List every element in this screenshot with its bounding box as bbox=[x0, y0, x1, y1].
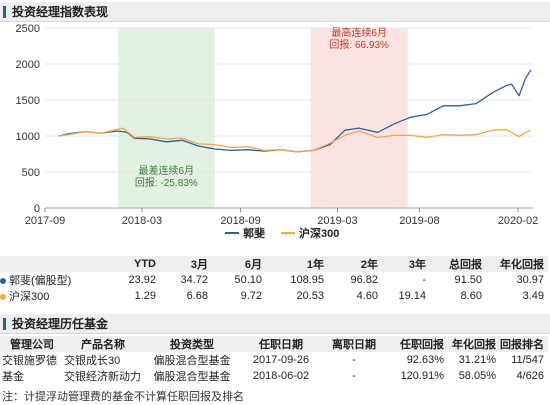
perf-row-name: 郭斐(偏股型) bbox=[9, 275, 72, 287]
fund-header: 年化回报 bbox=[444, 336, 496, 352]
y-tick-label: 1000 bbox=[16, 131, 40, 143]
section-title-text: 投资经理历任基金 bbox=[12, 317, 109, 331]
perf-header-row: YTD 3月 6月 1年 2年 3年 总回报 年化回报 bbox=[0, 256, 548, 272]
fund-history-table: 管理公司 产品名称 投资类型 任职日期 离职日期 任职回报 年化回报 回报排名 … bbox=[0, 336, 548, 384]
x-axis-ticks: 2017-09 2018-03 2018-09 2019-03 2019-08 2020-… bbox=[25, 208, 538, 227]
fund-header-row: 管理公司 产品名称 投资类型 任职日期 离职日期 任职回报 年化回报 回报排名 bbox=[0, 336, 548, 352]
x-tick-label: 2019-08 bbox=[399, 215, 439, 227]
y-tick-label: 0 bbox=[34, 203, 40, 215]
perf-cell: 4.60 bbox=[356, 290, 378, 302]
perf-cell: 6.68 bbox=[186, 290, 208, 302]
fund-name[interactable]: 交银成长30 bbox=[64, 355, 121, 367]
region-label-value: 回报: -25.83% bbox=[135, 176, 198, 189]
perf-cell: 19.14 bbox=[398, 290, 426, 302]
legend-label: 沪深300 bbox=[299, 226, 339, 240]
fund-header: 回报排名 bbox=[496, 336, 548, 352]
shaded-region bbox=[117, 28, 215, 208]
fund-name[interactable]: 交银经济新动力 bbox=[64, 371, 141, 383]
fund-header: 任职日期 bbox=[242, 336, 320, 352]
region-label-value: 回报: 66.93% bbox=[329, 38, 389, 51]
perf-cell: 3.49 bbox=[522, 290, 544, 302]
section-title-fund-history: 投资经理历任基金 bbox=[0, 314, 550, 334]
footnote: 注：计提浮动管理费的基金不计算任职回报及排名 bbox=[2, 391, 244, 403]
chart-legend: 郭斐 沪深300 bbox=[225, 226, 339, 240]
perf-cell: 8.60 bbox=[460, 290, 482, 302]
y-tick-label: 1500 bbox=[16, 95, 40, 107]
company-cell-line2: 基金 bbox=[2, 371, 24, 383]
perf-header: 总回报 bbox=[426, 256, 482, 272]
x-tick-label: 2018-09 bbox=[220, 215, 260, 227]
perf-cell: - bbox=[422, 274, 426, 286]
series-lines bbox=[58, 69, 532, 153]
section-title-performance: 投资经理指数表现 bbox=[0, 2, 550, 22]
perf-row-name: 沪深300 bbox=[9, 291, 50, 303]
region-label-title: 最高连续6月 bbox=[331, 26, 387, 39]
fund-header: 产品名称 bbox=[64, 336, 142, 352]
perf-header: 1年 bbox=[262, 256, 324, 272]
perf-cell: 96.82 bbox=[350, 274, 378, 286]
region-label-title: 最差连续6月 bbox=[139, 164, 195, 177]
section-title-text: 投资经理指数表现 bbox=[12, 5, 109, 19]
perf-cell: 91.50 bbox=[454, 274, 482, 286]
x-tick-label: 2019-03 bbox=[317, 215, 357, 227]
perf-header: 年化回报 bbox=[482, 256, 548, 272]
perf-cell: 9.72 bbox=[240, 290, 262, 302]
y-axis-ticks: 0 500 1000 1500 2000 2500 bbox=[16, 23, 40, 215]
fund-rank: 4/626 bbox=[516, 370, 544, 382]
series-marker-icon bbox=[0, 294, 6, 301]
fund-type: 偏股混合型基金 bbox=[153, 355, 231, 367]
fund-start-date: 2018-06-02 bbox=[252, 370, 310, 382]
fund-row: 基金 交银经济新动力 偏股混合型基金 2018-06-02 - 120.91% … bbox=[0, 368, 548, 384]
x-tick-label: 2018-03 bbox=[122, 215, 162, 227]
perf-header: YTD bbox=[86, 256, 156, 272]
y-tick-label: 2000 bbox=[16, 59, 40, 71]
grid-lines bbox=[45, 27, 533, 209]
perf-row-benchmark: 沪深300 1.29 6.68 9.72 20.53 4.60 19.14 8.… bbox=[0, 288, 548, 304]
perf-cell: 23.92 bbox=[128, 274, 156, 286]
section-marker bbox=[3, 6, 6, 18]
perf-cell: 34.72 bbox=[180, 274, 208, 286]
fund-header: 管理公司 bbox=[0, 336, 64, 352]
perf-cell: 50.10 bbox=[234, 274, 262, 286]
shaded-regions bbox=[117, 28, 408, 208]
series-marker-icon bbox=[0, 278, 6, 285]
series-line bbox=[58, 127, 532, 153]
performance-table: YTD 3月 6月 1年 2年 3年 总回报 年化回报 郭斐(偏股型) 23.9… bbox=[0, 256, 548, 304]
fund-row: 交银施罗德 交银成长30 偏股混合型基金 2017-09-26 - 92.63%… bbox=[0, 352, 548, 368]
perf-header: 2年 bbox=[324, 256, 378, 272]
fund-return: 120.91% bbox=[400, 370, 444, 382]
fund-header: 离职日期 bbox=[320, 336, 388, 352]
fund-annual-return: 31.21% bbox=[458, 354, 496, 366]
y-tick-label: 2500 bbox=[16, 23, 40, 35]
fund-end-date: - bbox=[352, 354, 356, 366]
fund-end-date: - bbox=[352, 370, 356, 382]
perf-cell: 108.95 bbox=[290, 274, 324, 286]
fund-type: 偏股混合型基金 bbox=[153, 371, 231, 383]
x-tick-label: 2020-02 bbox=[498, 215, 538, 227]
fund-start-date: 2017-09-26 bbox=[252, 354, 310, 366]
perf-cell: 1.29 bbox=[134, 290, 156, 302]
perf-cell: 30.97 bbox=[516, 274, 544, 286]
section-marker bbox=[3, 318, 6, 330]
perf-header: 6月 bbox=[208, 256, 262, 272]
fund-header: 任职回报 bbox=[388, 336, 444, 352]
perf-header bbox=[0, 256, 86, 272]
perf-header: 3年 bbox=[378, 256, 426, 272]
fund-annual-return: 58.05% bbox=[458, 370, 496, 382]
company-cell-line1: 交银施罗德 bbox=[2, 355, 57, 367]
fund-header: 投资类型 bbox=[142, 336, 242, 352]
perf-row-label: 郭斐(偏股型) bbox=[0, 272, 86, 288]
legend-label: 郭斐 bbox=[243, 226, 265, 240]
performance-line-chart: 0 500 1000 1500 2000 2500 2017-09 2018-03 2018-… bbox=[16, 23, 539, 240]
shaded-region bbox=[310, 28, 408, 208]
x-tick-label: 2017-09 bbox=[25, 215, 65, 227]
perf-cell: 20.53 bbox=[296, 290, 324, 302]
fund-return: 92.63% bbox=[406, 354, 444, 366]
perf-row-label: 沪深300 bbox=[0, 288, 86, 304]
perf-row-manager: 郭斐(偏股型) 23.92 34.72 50.10 108.95 96.82 -… bbox=[0, 272, 548, 288]
y-tick-label: 500 bbox=[22, 167, 40, 179]
perf-header: 3月 bbox=[156, 256, 208, 272]
fund-rank: 11/547 bbox=[511, 354, 544, 366]
